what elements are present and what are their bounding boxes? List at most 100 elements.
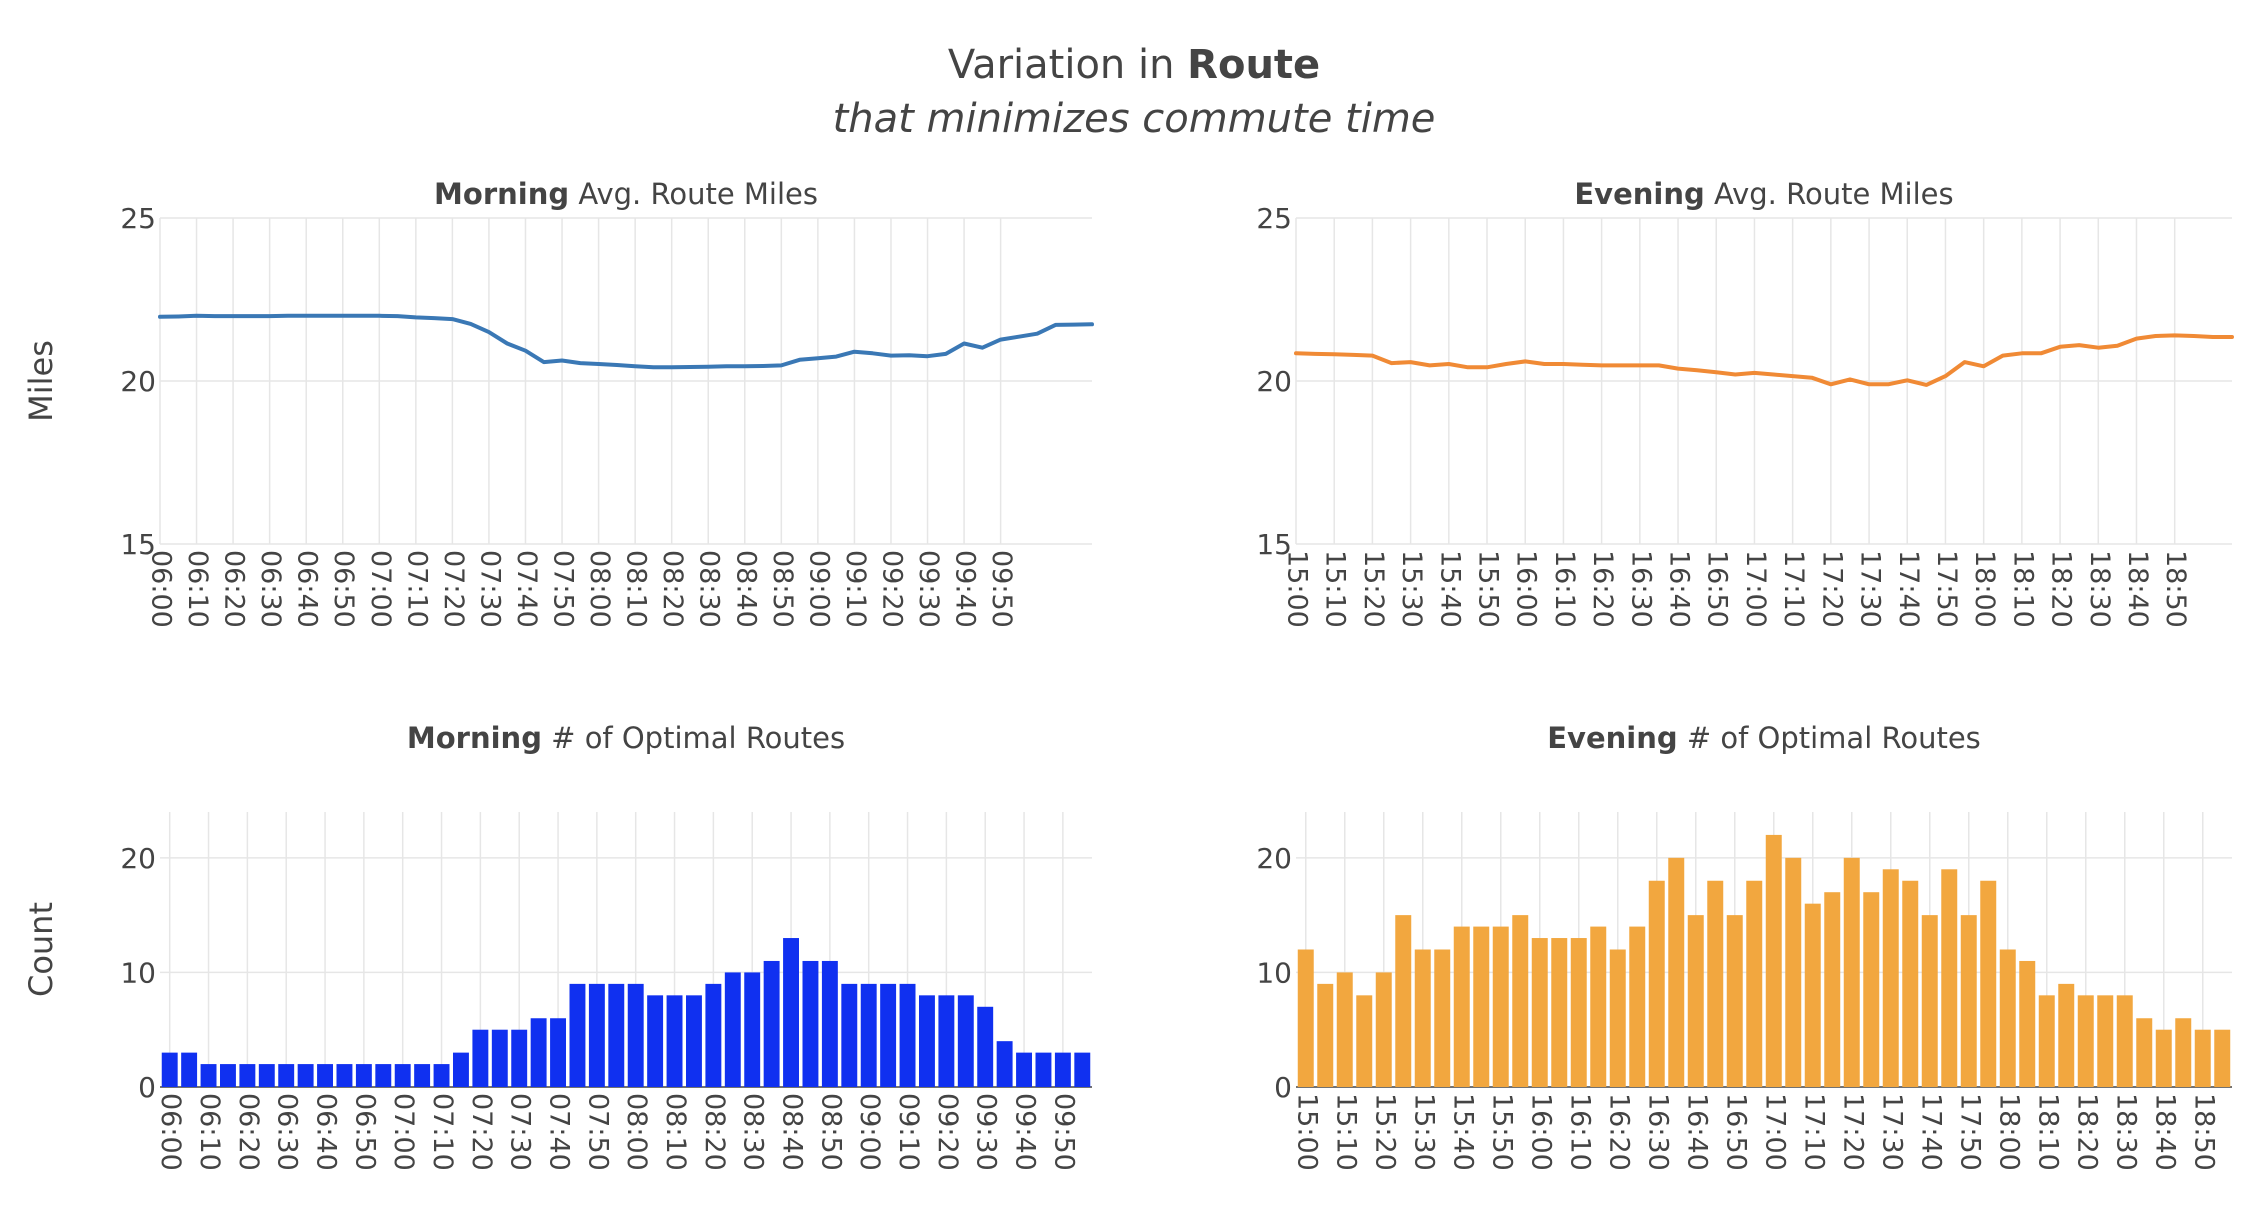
evening-count-bar-1715: [1824, 892, 1840, 1087]
morning-count-bar-0640: [317, 1064, 333, 1087]
morning-count-xtick-label: 07:30: [505, 1093, 536, 1171]
evening-count-xtick-label: 16:50: [1720, 1093, 1751, 1171]
evening-miles-xtick-label: 17:00: [1740, 550, 1771, 628]
evening-count-bar-1750: [1961, 915, 1977, 1087]
morning-count-xtick-label: 09:10: [893, 1093, 924, 1171]
evening-count-bar-1635: [1668, 858, 1684, 1087]
morning-count-title-bold: Morning: [407, 721, 542, 755]
evening-count-bar-1615: [1590, 927, 1606, 1087]
morning-miles-series-line: [160, 316, 1092, 368]
morning-count-bar-0935: [997, 1041, 1013, 1087]
evening-count-bar-1600: [1532, 938, 1548, 1087]
morning-count-xtick-label: 09:50: [1048, 1093, 1079, 1171]
morning-miles-xtick-label: 09:50: [986, 550, 1017, 628]
morning-count-xtick-label: 09:30: [971, 1093, 1002, 1171]
figure-title: Variation in Route: [948, 42, 1320, 88]
morning-count-xtick-label: 06:10: [194, 1093, 225, 1171]
morning-count-bar-0730: [511, 1030, 527, 1087]
evening-count-bar-1530: [1415, 950, 1431, 1088]
evening-count-xtick-label: 16:20: [1603, 1093, 1634, 1171]
evening-count-xtick-label: 15:50: [1486, 1093, 1517, 1171]
morning-count-bar-0800: [628, 984, 644, 1087]
evening-count-xtick-label: 15:40: [1447, 1093, 1478, 1171]
evening-count-xtick-label: 16:30: [1642, 1093, 1673, 1171]
evening-miles-xtick-label: 17:10: [1778, 550, 1809, 628]
morning-count-xtick-label: 07:50: [582, 1093, 613, 1171]
evening-count-bar-1745: [1941, 869, 1957, 1087]
morning-miles-xtick-label: 08:00: [584, 550, 615, 628]
evening-miles-xtick-label: 18:10: [2007, 550, 2038, 628]
morning-count-xtick-label: 06:50: [349, 1093, 380, 1171]
morning-count-bar-0850: [822, 961, 838, 1087]
morning-miles-xtick-label: 06:00: [146, 550, 177, 628]
evening-miles-xtick-label: 15:30: [1396, 550, 1427, 628]
evening-count-title-bold: Evening: [1547, 721, 1677, 755]
morning-miles-xtick-label: 07:00: [365, 550, 396, 628]
morning-count-bar-0905: [880, 984, 896, 1087]
morning-count-ytick-label: 0: [138, 1071, 156, 1104]
evening-count-bar-1625: [1629, 927, 1645, 1087]
morning-count-bar-0855: [841, 984, 857, 1087]
evening-count-xtick-label: 15:30: [1408, 1093, 1439, 1171]
evening-miles-ytick-label: 20: [1256, 365, 1292, 398]
evening-count-bar-1850: [2195, 1030, 2211, 1087]
morning-miles-title: Morning Avg. Route Miles: [434, 177, 818, 211]
evening-count-bar-1845: [2175, 1018, 2191, 1087]
morning-count-bar-0805: [647, 995, 663, 1087]
morning-count-bar-0630: [278, 1064, 294, 1087]
evening-count-xtick-label: 15:10: [1330, 1093, 1361, 1171]
evening-miles-xtick-label: 17:40: [1893, 550, 1924, 628]
evening-miles-ytick-label: 25: [1256, 202, 1292, 235]
evening-count-bar-1720: [1844, 858, 1860, 1087]
evening-count-bar-1705: [1785, 858, 1801, 1087]
morning-count-xtick-label: 06:20: [233, 1093, 264, 1171]
morning-count-bar-0820: [705, 984, 721, 1087]
morning-count-xtick-label: 09:40: [1010, 1093, 1041, 1171]
morning-count-bar-0830: [744, 972, 760, 1087]
evening-miles-xtick-label: 18:50: [2160, 550, 2191, 628]
morning-count-bar-0625: [259, 1064, 275, 1087]
evening-count-bar-1505: [1317, 984, 1333, 1087]
evening-miles-title: Evening Avg. Route Miles: [1574, 177, 1953, 211]
morning-miles-title-rest: Avg. Route Miles: [569, 177, 818, 211]
morning-count-bar-0845: [802, 961, 818, 1087]
evening-count-ytick-label: 20: [1256, 842, 1292, 875]
morning-count-title-rest: # of Optimal Routes: [542, 721, 845, 755]
evening-count-xtick-label: 16:00: [1525, 1093, 1556, 1171]
evening-count-title: Evening # of Optimal Routes: [1547, 721, 1981, 755]
evening-count-bar-1830: [2117, 995, 2133, 1087]
evening-count-xtick-label: 17:00: [1759, 1093, 1790, 1171]
evening-miles-xtick-label: 16:50: [1702, 550, 1733, 628]
morning-count-xtick-label: 08:40: [777, 1093, 808, 1171]
evening-miles-xtick-label: 18:20: [2046, 550, 2077, 628]
evening-miles-xtick-label: 18:30: [2084, 550, 2115, 628]
morning-count-bar-0650: [356, 1064, 372, 1087]
morning-count-xtick-label: 08:00: [621, 1093, 652, 1171]
evening-miles-series-line: [1296, 335, 2232, 385]
morning-count-xtick-label: 07:00: [388, 1093, 419, 1171]
evening-count-bar-1550: [1493, 927, 1509, 1087]
morning-miles-xtick-label: 07:50: [548, 550, 579, 628]
morning-count-bar-0605: [181, 1053, 197, 1087]
morning-miles-xtick-label: 09:40: [950, 550, 981, 628]
evening-miles-xtick-label: 16:10: [1549, 550, 1580, 628]
evening-count-chart: Evening # of Optimal Routes 0 10 20 15:00 15:…: [1256, 721, 2232, 1171]
morning-miles-xtick-label: 06:40: [292, 550, 323, 628]
morning-count-bar-0755: [608, 984, 624, 1087]
evening-miles-xtick-label: 15:00: [1282, 550, 1313, 628]
morning-count-bar-0900: [861, 984, 877, 1087]
evening-count-bar-1730: [1883, 869, 1899, 1087]
morning-count-ytick-label: 10: [120, 956, 156, 989]
evening-count-bar-1520: [1376, 972, 1392, 1087]
evening-count-xtick-label: 17:30: [1876, 1093, 1907, 1171]
morning-count-bar-0930: [977, 1007, 993, 1087]
morning-count-bar-0925: [958, 995, 974, 1087]
evening-count-bar-1810: [2039, 995, 2055, 1087]
evening-count-xtick-label: 17:40: [1915, 1093, 1946, 1171]
morning-miles-xtick-label: 07:10: [401, 550, 432, 628]
morning-count-xtick-label: 08:10: [660, 1093, 691, 1171]
morning-miles-xtick-label: 07:30: [474, 550, 505, 628]
morning-miles-xtick-label: 08:10: [621, 550, 652, 628]
evening-count-bar-1840: [2156, 1030, 2172, 1087]
